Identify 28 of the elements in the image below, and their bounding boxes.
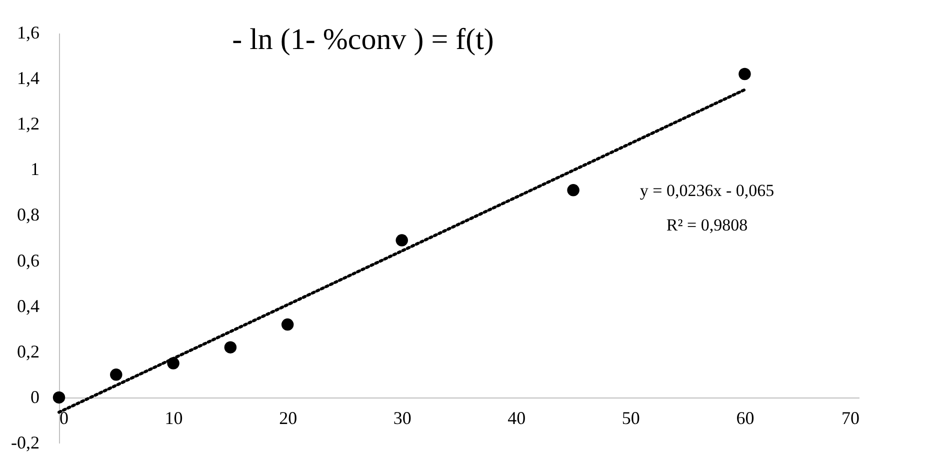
y-tick-label: -0,2 xyxy=(11,432,40,452)
x-tick-label: 60 xyxy=(736,408,754,428)
y-tick-label: 0,4 xyxy=(17,296,40,316)
point xyxy=(52,391,66,404)
point xyxy=(110,368,122,381)
point xyxy=(224,341,237,354)
point xyxy=(567,184,580,196)
chart-title: - ln (1- %conv ) = f(t) xyxy=(232,23,494,56)
x-tick-label: 70 xyxy=(842,408,860,428)
x-tick-label: 10 xyxy=(164,408,183,428)
y-tick-label: 1,2 xyxy=(17,114,40,134)
point xyxy=(738,68,751,80)
annotation: y = 0,0236x - 0,065 xyxy=(640,180,774,200)
annotation: R² = 0,9808 xyxy=(666,216,748,235)
point xyxy=(281,318,294,331)
y-tick-label: 1,6 xyxy=(17,22,40,42)
y-tick-label: 1,4 xyxy=(17,68,40,88)
x-tick-label: 30 xyxy=(393,408,412,428)
y-tick-label: 1 xyxy=(30,159,40,180)
y-tick-label: 0 xyxy=(30,386,40,407)
y-tick-label: 0,2 xyxy=(17,341,40,362)
x-tick-label: 50 xyxy=(622,408,640,428)
y-tick-label: 0,8 xyxy=(17,204,40,225)
x-tick-label: 20 xyxy=(279,408,298,428)
point xyxy=(396,234,408,246)
x-tick-label: 40 xyxy=(508,408,526,428)
x-tick-label: 0 xyxy=(60,408,68,428)
y-tick-label: 0,6 xyxy=(17,250,40,270)
